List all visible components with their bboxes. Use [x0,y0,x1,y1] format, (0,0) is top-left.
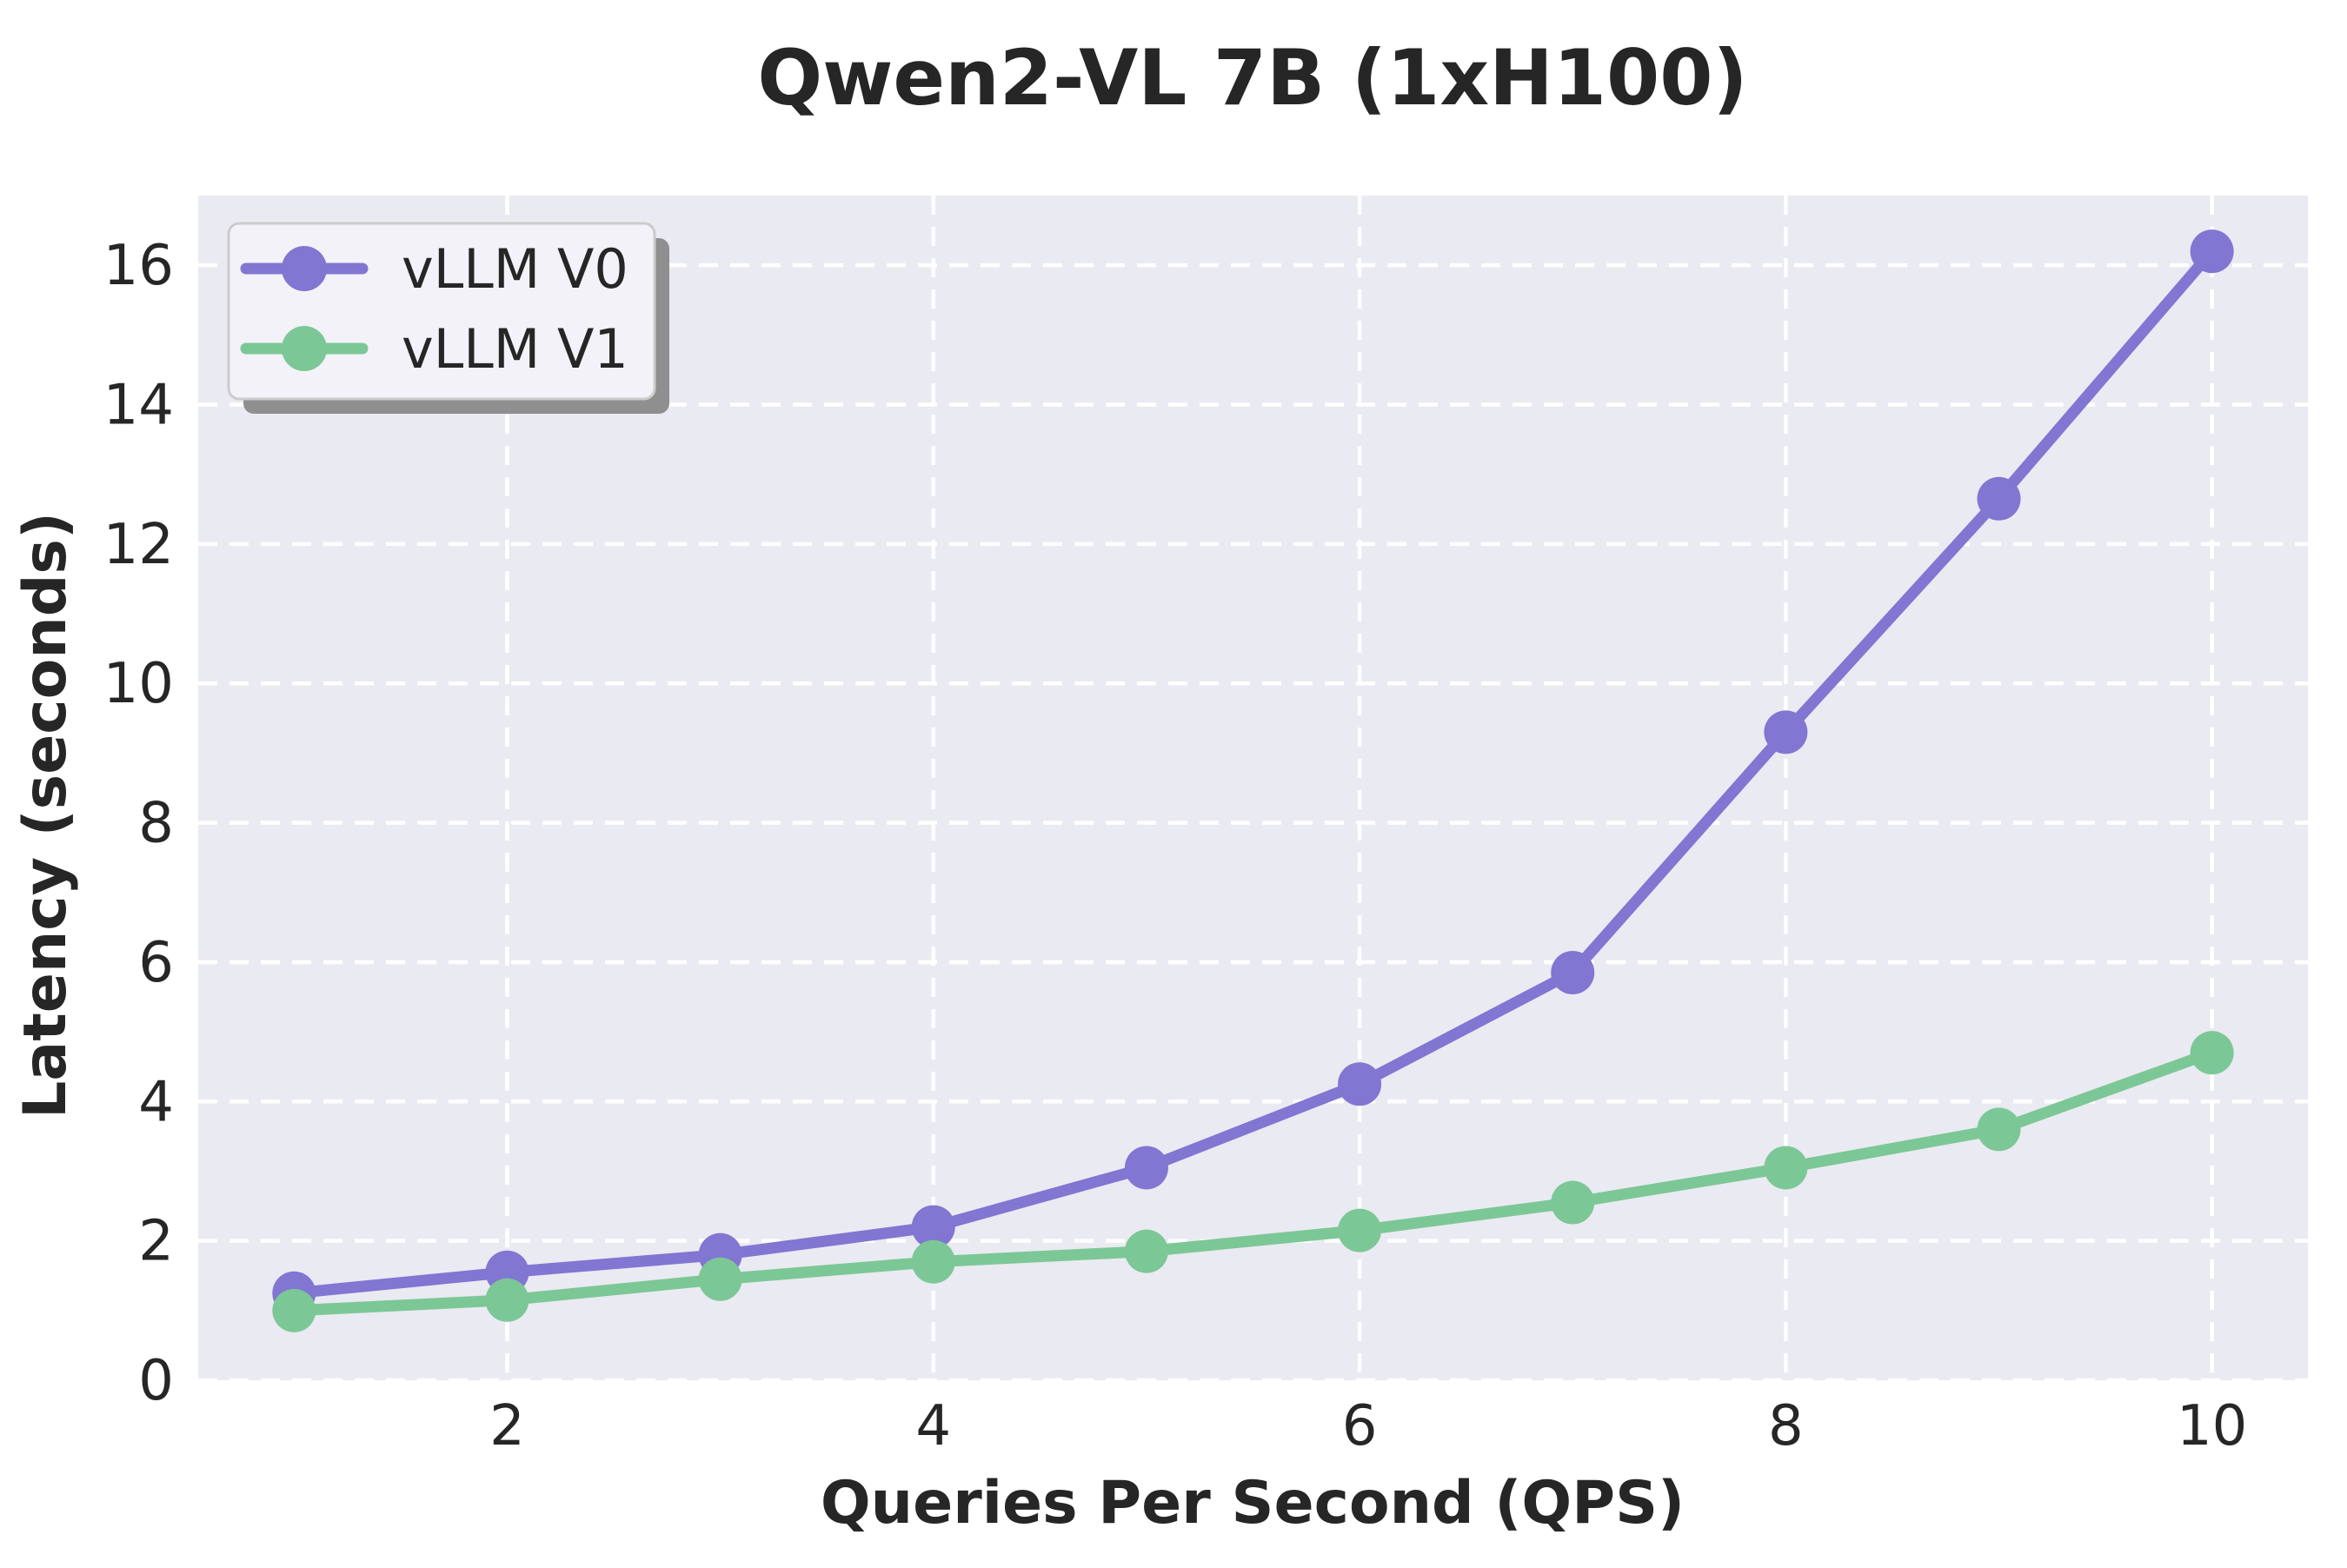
y-tick-label-16: 16 [103,234,174,298]
x-axis-label: Queries Per Second (QPS) [821,1469,1685,1538]
data-point-vllm-v1-qps-5 [1124,1229,1168,1273]
y-tick-label-4: 4 [138,1070,174,1134]
tick-labels: 0 2 4 6 8 10 12 14 16 2 4 6 8 10 [103,234,2248,1458]
x-tick-label-6: 6 [1342,1394,1378,1458]
data-point-vllm-v1-qps-3 [698,1257,742,1301]
data-point-vllm-v0-qps-6 [1338,1062,1382,1106]
data-point-vllm-v0-qps-5 [1124,1146,1168,1190]
legend-item-vllm-v1: vLLM V1 [240,317,628,381]
y-tick-label-10: 10 [103,652,174,716]
data-point-vllm-v1-qps-7 [1551,1180,1595,1225]
legend: vLLM V0 vLLM V1 [227,222,669,414]
data-point-vllm-v1-qps-8 [1764,1146,1808,1190]
data-point-vllm-v1-qps-6 [1338,1208,1382,1252]
legend-label-v0: vLLM V0 [402,237,628,301]
data-point-vllm-v0-qps-9 [1977,476,2021,521]
data-point-vllm-v0-qps-10 [2190,229,2234,274]
data-point-vllm-v0-qps-7 [1551,950,1595,994]
data-point-vllm-v1-qps-9 [1977,1107,2021,1152]
series-line-vllm-v1 [288,1046,2218,1317]
y-tick-label-6: 6 [138,931,174,995]
data-point-vllm-v0-qps-8 [1764,710,1808,754]
data-point-vllm-v1-qps-1 [272,1288,316,1332]
data-point-vllm-v1-qps-2 [485,1278,529,1322]
legend-label-v1: vLLM V1 [402,317,628,381]
data-point-vllm-v0-qps-4 [911,1205,955,1249]
x-tick-label-8: 8 [1768,1394,1804,1458]
y-tick-label-0: 0 [138,1349,174,1413]
series-line-vllm-v0 [288,245,2218,1299]
legend-item-vllm-v0: vLLM V0 [240,237,628,301]
chart-title: Qwen2-VL 7B (1xH100) [757,33,1747,123]
y-tick-label-14: 14 [103,374,174,438]
series-layer [272,229,2234,1332]
legend-marker-icon-v1 [282,326,327,371]
x-tick-label-4: 4 [915,1394,951,1458]
y-tick-label-8: 8 [138,792,174,856]
y-axis-label: Latency (seconds) [11,512,80,1119]
y-tick-label-2: 2 [138,1210,174,1274]
x-tick-label-10: 10 [2177,1394,2247,1458]
legend-marker-icon-v0 [282,246,327,291]
data-point-vllm-v1-qps-10 [2190,1031,2234,1075]
y-tick-label-12: 12 [103,513,174,577]
x-tick-label-2: 2 [489,1394,525,1458]
data-point-vllm-v1-qps-4 [911,1239,955,1284]
